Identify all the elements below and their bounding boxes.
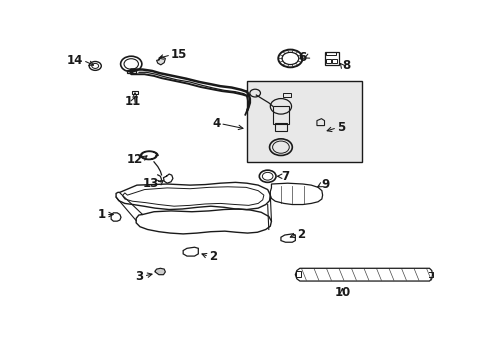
Text: 3: 3	[135, 270, 143, 283]
Text: 15: 15	[171, 48, 187, 61]
Bar	[132, 91, 138, 94]
Text: 2: 2	[296, 228, 305, 241]
Text: 6: 6	[298, 50, 306, 64]
Polygon shape	[155, 268, 165, 275]
Bar	[273, 106, 288, 124]
Text: 2: 2	[208, 250, 217, 263]
Text: 10: 10	[333, 286, 350, 299]
Text: 13: 13	[142, 177, 159, 190]
Text: 1: 1	[98, 208, 105, 221]
Text: 14: 14	[66, 54, 83, 67]
Text: 9: 9	[321, 178, 329, 191]
Text: 5: 5	[336, 121, 345, 134]
Bar	[275, 123, 286, 131]
FancyBboxPatch shape	[246, 81, 362, 162]
Text: 7: 7	[281, 170, 289, 183]
Bar	[282, 93, 290, 97]
Text: 11: 11	[125, 95, 141, 108]
Text: 8: 8	[342, 59, 350, 72]
Bar	[326, 52, 335, 55]
Bar	[324, 51, 338, 66]
Text: 12: 12	[126, 153, 142, 166]
Bar	[331, 59, 336, 63]
Text: 4: 4	[212, 117, 220, 130]
Bar	[296, 271, 300, 278]
Bar	[127, 69, 136, 73]
Polygon shape	[156, 57, 165, 65]
Bar	[325, 59, 330, 63]
